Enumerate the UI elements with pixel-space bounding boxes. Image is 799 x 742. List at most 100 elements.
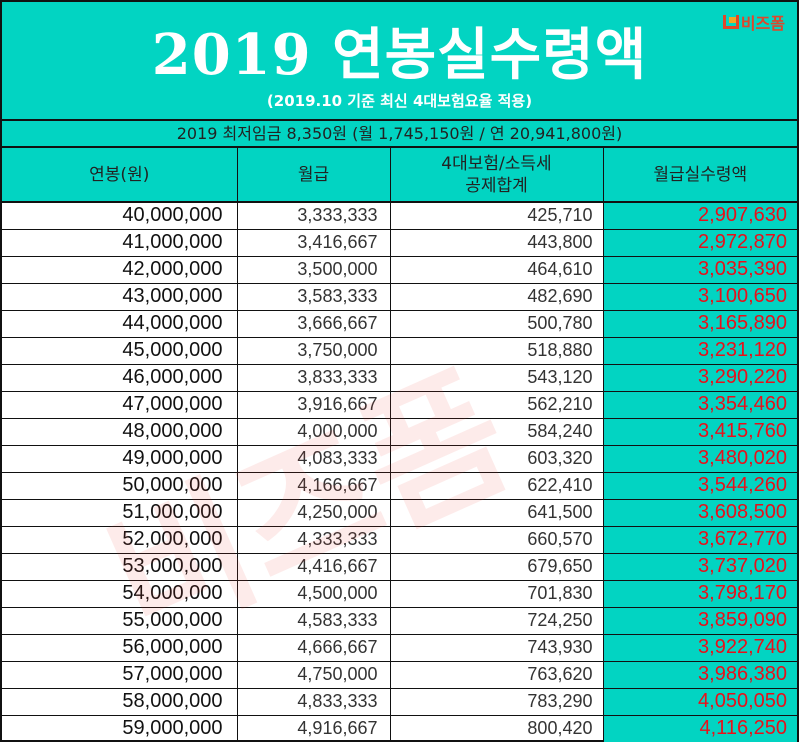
table-row: 56,000,000 4,666,667 743,930 3,922,740 xyxy=(2,634,797,662)
annual-salary-cell: 46,000,000 xyxy=(2,364,238,392)
annual-salary-cell: 53,000,000 xyxy=(2,553,238,581)
minimum-wage-line: 2019 최저임금 8,350원 (월 1,745,150원 / 연 20,94… xyxy=(2,121,797,148)
deduction-cell: 622,410 xyxy=(390,472,604,500)
monthly-salary-cell: 4,750,000 xyxy=(237,661,391,689)
annual-salary-cell: 47,000,000 xyxy=(2,391,238,419)
monthly-salary-cell: 3,583,333 xyxy=(237,283,391,311)
monthly-salary-cell: 4,583,333 xyxy=(237,607,391,635)
annual-salary-cell: 56,000,000 xyxy=(2,634,238,662)
annual-salary-cell: 54,000,000 xyxy=(2,580,238,608)
net-monthly-cell: 3,672,770 xyxy=(603,526,797,554)
monthly-salary-cell: 4,083,333 xyxy=(237,445,391,473)
logo-text: 비즈폼 xyxy=(740,14,785,33)
monthly-salary-cell: 3,333,333 xyxy=(237,202,391,230)
deduction-cell: 724,250 xyxy=(390,607,604,635)
monthly-salary-cell: 4,250,000 xyxy=(237,499,391,527)
deduction-cell: 543,120 xyxy=(390,364,604,392)
logo-mark-icon xyxy=(722,15,739,29)
monthly-salary-cell: 3,833,333 xyxy=(237,364,391,392)
annual-salary-cell: 45,000,000 xyxy=(2,337,238,365)
table-row: 55,000,000 4,583,333 724,250 3,859,090 xyxy=(2,607,797,635)
net-monthly-cell: 4,116,250 xyxy=(603,715,797,742)
table-row: 58,000,000 4,833,333 783,290 4,050,050 xyxy=(2,688,797,716)
header-deduction-line1: 4대보험/소득세 xyxy=(441,153,552,174)
deduction-cell: 743,930 xyxy=(390,634,604,662)
annual-salary-cell: 40,000,000 xyxy=(2,202,238,230)
deduction-cell: 443,800 xyxy=(390,229,604,257)
table-row: 48,000,000 4,000,000 584,240 3,415,760 xyxy=(2,418,797,446)
annual-salary-cell: 57,000,000 xyxy=(2,661,238,689)
deduction-cell: 500,780 xyxy=(390,310,604,338)
monthly-salary-cell: 4,833,333 xyxy=(237,688,391,716)
deduction-cell: 701,830 xyxy=(390,580,604,608)
table-row: 51,000,000 4,250,000 641,500 3,608,500 xyxy=(2,499,797,527)
deduction-cell: 518,880 xyxy=(390,337,604,365)
header-deduction-line2: 공제합계 xyxy=(465,175,528,196)
deduction-cell: 641,500 xyxy=(390,499,604,527)
net-monthly-cell: 3,231,120 xyxy=(603,337,797,365)
table-row: 49,000,000 4,083,333 603,320 3,480,020 xyxy=(2,445,797,473)
deduction-cell: 679,650 xyxy=(390,553,604,581)
net-monthly-cell: 3,100,650 xyxy=(603,283,797,311)
net-monthly-cell: 4,050,050 xyxy=(603,688,797,716)
table-row: 44,000,000 3,666,667 500,780 3,165,890 xyxy=(2,310,797,338)
table-row: 42,000,000 3,500,000 464,610 3,035,390 xyxy=(2,256,797,284)
title-block: 2019 연봉실수령액 (2019.10 기준 최신 4대보험요율 적용) 비즈… xyxy=(2,2,797,121)
deduction-cell: 464,610 xyxy=(390,256,604,284)
monthly-salary-cell: 3,666,667 xyxy=(237,310,391,338)
deduction-cell: 603,320 xyxy=(390,445,604,473)
table-body: 40,000,000 3,333,333 425,710 2,907,630 41,00… xyxy=(2,202,797,742)
deduction-cell: 584,240 xyxy=(390,418,604,446)
header-deduction-total: 4대보험/소득세 공제합계 xyxy=(390,148,604,203)
net-monthly-cell: 3,859,090 xyxy=(603,607,797,635)
annual-salary-cell: 50,000,000 xyxy=(2,472,238,500)
monthly-salary-cell: 4,666,667 xyxy=(237,634,391,662)
table-row: 43,000,000 3,583,333 482,690 3,100,650 xyxy=(2,283,797,311)
deduction-cell: 800,420 xyxy=(390,715,604,742)
table-header-row: 연봉(원) 월급 4대보험/소득세 공제합계 월급실수령액 xyxy=(2,148,797,203)
table-row: 57,000,000 4,750,000 763,620 3,986,380 xyxy=(2,661,797,689)
table-row: 47,000,000 3,916,667 562,210 3,354,460 xyxy=(2,391,797,419)
annual-salary-cell: 51,000,000 xyxy=(2,499,238,527)
net-monthly-cell: 3,798,170 xyxy=(603,580,797,608)
annual-salary-cell: 41,000,000 xyxy=(2,229,238,257)
deduction-cell: 425,710 xyxy=(390,202,604,230)
net-monthly-cell: 3,737,020 xyxy=(603,553,797,581)
monthly-salary-cell: 4,000,000 xyxy=(237,418,391,446)
deduction-cell: 660,570 xyxy=(390,526,604,554)
table-row: 59,000,000 4,916,667 800,420 4,116,250 xyxy=(2,715,797,742)
monthly-salary-cell: 4,166,667 xyxy=(237,472,391,500)
net-monthly-cell: 3,035,390 xyxy=(603,256,797,284)
net-monthly-cell: 3,986,380 xyxy=(603,661,797,689)
annual-salary-cell: 52,000,000 xyxy=(2,526,238,554)
net-monthly-cell: 3,480,020 xyxy=(603,445,797,473)
net-monthly-cell: 3,415,760 xyxy=(603,418,797,446)
deduction-cell: 763,620 xyxy=(390,661,604,689)
monthly-salary-cell: 4,500,000 xyxy=(237,580,391,608)
annual-salary-cell: 59,000,000 xyxy=(2,715,238,742)
deduction-cell: 562,210 xyxy=(390,391,604,419)
table-row: 54,000,000 4,500,000 701,830 3,798,170 xyxy=(2,580,797,608)
net-monthly-cell: 3,922,740 xyxy=(603,634,797,662)
deduction-cell: 482,690 xyxy=(390,283,604,311)
net-monthly-cell: 3,290,220 xyxy=(603,364,797,392)
table-row: 50,000,000 4,166,667 622,410 3,544,260 xyxy=(2,472,797,500)
monthly-salary-cell: 3,500,000 xyxy=(237,256,391,284)
annual-salary-cell: 48,000,000 xyxy=(2,418,238,446)
annual-salary-cell: 44,000,000 xyxy=(2,310,238,338)
bizforms-logo: 비즈폼 xyxy=(722,10,785,34)
table-row: 40,000,000 3,333,333 425,710 2,907,630 xyxy=(2,202,797,230)
page-subtitle: (2019.10 기준 최신 4대보험요율 적용) xyxy=(266,92,533,110)
monthly-salary-cell: 4,416,667 xyxy=(237,553,391,581)
annual-salary-cell: 42,000,000 xyxy=(2,256,238,284)
net-monthly-cell: 3,165,890 xyxy=(603,310,797,338)
deduction-cell: 783,290 xyxy=(390,688,604,716)
annual-salary-cell: 55,000,000 xyxy=(2,607,238,635)
page-title: 2019 연봉실수령액 xyxy=(151,22,648,88)
table-row: 53,000,000 4,416,667 679,650 3,737,020 xyxy=(2,553,797,581)
monthly-salary-cell: 3,916,667 xyxy=(237,391,391,419)
annual-salary-cell: 49,000,000 xyxy=(2,445,238,473)
net-monthly-cell: 3,354,460 xyxy=(603,391,797,419)
net-monthly-cell: 3,608,500 xyxy=(603,499,797,527)
